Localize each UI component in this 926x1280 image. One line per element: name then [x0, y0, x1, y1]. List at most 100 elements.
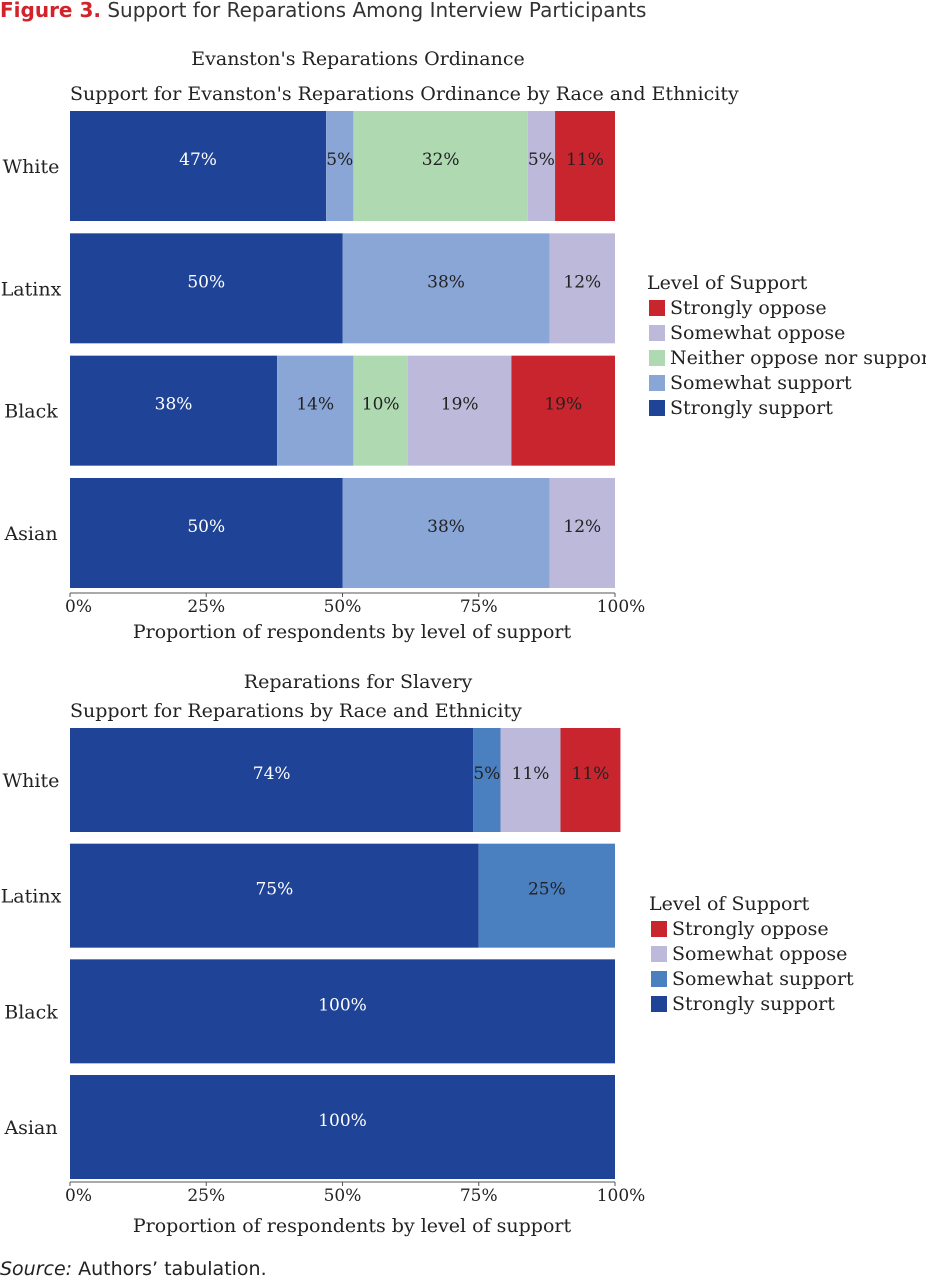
c2-data-label-white-somewhat-support: 5%: [473, 764, 500, 784]
c2-chart-subtitle: Support for Reparations by Race and Ethn…: [70, 700, 522, 722]
figure-title-text: Support for Reparations Among Interview …: [107, 0, 647, 22]
c1-x-tick-label-4: 100%: [597, 597, 646, 617]
c1-x-tick-label-3: 75%: [460, 597, 498, 617]
figure-number: Figure 3.: [0, 0, 101, 22]
source-text: Authors’ tabulation.: [78, 1258, 267, 1280]
c1-x-tick-label-2: 50%: [324, 597, 362, 617]
c1-data-label-black-strongly-support: 38%: [155, 395, 193, 415]
chart-reparations-slavery: Reparations for Slavery Support for Repar…: [1, 671, 854, 1237]
c1-bar-asian-somewhat-oppose: [549, 477, 615, 588]
c2-bar-latinx-strongly-support: [70, 843, 479, 948]
c1-legend-label-somewhat-support: Somewhat support: [670, 372, 852, 394]
c1-data-label-black-somewhat-support: 14%: [296, 395, 334, 415]
c2-chart-title: Reparations for Slavery: [244, 671, 473, 693]
c2-legend-swatch-strongly-oppose: [651, 921, 667, 937]
c1-category-label-white: White: [3, 156, 60, 178]
c2-bar-white-strongly-support: [70, 728, 474, 832]
c2-data-label-white-strongly-oppose: 11%: [572, 764, 610, 784]
c2-x-tick-label-4: 100%: [597, 1186, 646, 1206]
c2-data-label-asian-strongly-support: 100%: [318, 1111, 367, 1131]
c1-bar-latinx-somewhat-support: [342, 233, 550, 344]
c2-legend-swatch-strongly-support: [651, 996, 667, 1012]
c2-legend-title: Level of Support: [649, 893, 810, 915]
source-label: Source:: [0, 1258, 73, 1280]
c2-category-label-asian: Asian: [3, 1117, 57, 1139]
c1-data-label-white-strongly-oppose: 11%: [566, 150, 604, 170]
c1-data-label-black-strongly-oppose: 19%: [544, 395, 582, 415]
c2-bar-black-strongly-support: [70, 959, 615, 1064]
c2-x-tick-label-3: 75%: [460, 1186, 498, 1206]
chart-evanston-ordinance: Evanston's Reparations Ordinance Support …: [1, 48, 926, 643]
c1-bar-black-strongly-support: [70, 355, 278, 466]
c1-category-label-black: Black: [4, 401, 58, 423]
figure-title: Figure 3. Support for Reparations Among …: [0, 0, 646, 22]
c2-category-label-black: Black: [4, 1001, 58, 1023]
c2-legend-swatch-somewhat-support: [651, 971, 667, 987]
c1-data-label-asian-somewhat-support: 38%: [427, 517, 465, 537]
c1-legend-swatch-neither-oppose-nor-support: [649, 350, 665, 366]
c1-x-tick-label-0: 0%: [65, 597, 92, 617]
c1-bar-black-somewhat-support: [277, 355, 354, 466]
c1-bar-asian-strongly-support: [70, 477, 343, 588]
c2-x-tick-label-2: 50%: [324, 1186, 362, 1206]
c2-data-label-latinx-somewhat-support: 25%: [528, 880, 566, 900]
c1-category-label-latinx: Latinx: [1, 278, 62, 300]
c1-data-label-white-somewhat-support: 5%: [326, 150, 353, 170]
c1-bar-white-strongly-support: [70, 111, 327, 221]
c2-bar-white-somewhat-support: [473, 728, 501, 832]
c1-legend-swatch-strongly-support: [649, 400, 665, 416]
c1-bar-white-somewhat-support: [326, 111, 354, 221]
c1-x-axis-label: Proportion of respondents by level of su…: [133, 621, 572, 643]
c1-bar-white-neither-oppose-nor-support: [353, 111, 528, 221]
c2-x-tick-label-1: 25%: [187, 1186, 225, 1206]
c1-legend-label-strongly-support: Strongly support: [670, 397, 833, 419]
source-note: Source: Authors’ tabulation.: [0, 1258, 267, 1280]
c1-bar-asian-somewhat-support: [342, 477, 550, 588]
c2-bar-asian-strongly-support: [70, 1075, 615, 1180]
c1-legend-title: Level of Support: [647, 272, 808, 294]
c1-x-tick-label-1: 25%: [187, 597, 225, 617]
c1-data-label-latinx-somewhat-oppose: 12%: [563, 272, 601, 292]
c1-data-label-white-somewhat-oppose: 5%: [528, 150, 555, 170]
c2-category-label-latinx: Latinx: [1, 886, 62, 908]
c2-bar-latinx-somewhat-support: [478, 843, 615, 948]
c1-bar-white-strongly-oppose: [555, 111, 615, 221]
c1-chart-subtitle: Support for Evanston's Reparations Ordin…: [70, 83, 739, 105]
c2-data-label-black-strongly-support: 100%: [318, 995, 367, 1015]
c1-legend-swatch-somewhat-support: [649, 375, 665, 391]
c2-x-tick-label-0: 0%: [65, 1186, 92, 1206]
c1-legend-label-neither-oppose-nor-support: Neither oppose nor support: [670, 347, 926, 369]
c1-legend-label-strongly-oppose: Strongly oppose: [670, 297, 827, 319]
c1-legend-swatch-somewhat-oppose: [649, 325, 665, 341]
c1-data-label-latinx-strongly-support: 50%: [187, 272, 225, 292]
c1-data-label-white-neither-oppose-nor-support: 32%: [422, 150, 460, 170]
c2-category-label-white: White: [3, 770, 60, 792]
c1-data-label-latinx-somewhat-support: 38%: [427, 272, 465, 292]
c2-data-label-white-somewhat-oppose: 11%: [512, 764, 550, 784]
c1-bar-black-neither-oppose-nor-support: [353, 355, 408, 466]
c2-x-axis-label: Proportion of respondents by level of su…: [133, 1215, 572, 1237]
c2-legend-label-somewhat-support: Somewhat support: [672, 968, 854, 990]
c1-data-label-black-somewhat-oppose: 19%: [441, 395, 479, 415]
c1-data-label-asian-somewhat-oppose: 12%: [563, 517, 601, 537]
c1-data-label-white-strongly-support: 47%: [179, 150, 217, 170]
c2-bar-white-somewhat-oppose: [500, 728, 561, 832]
c1-bar-latinx-strongly-support: [70, 233, 343, 344]
c2-legend-label-strongly-oppose: Strongly oppose: [672, 918, 829, 940]
c1-data-label-asian-strongly-support: 50%: [187, 517, 225, 537]
c2-legend-label-somewhat-oppose: Somewhat oppose: [672, 943, 847, 965]
c1-category-label-asian: Asian: [3, 523, 57, 545]
c1-bar-latinx-somewhat-oppose: [549, 233, 615, 344]
c1-bar-white-somewhat-oppose: [527, 111, 556, 221]
c1-chart-title: Evanston's Reparations Ordinance: [191, 48, 524, 70]
c1-bar-black-somewhat-oppose: [407, 355, 512, 466]
c1-legend-swatch-strongly-oppose: [649, 300, 665, 316]
c2-data-label-white-strongly-support: 74%: [253, 764, 291, 784]
c1-bar-black-strongly-oppose: [511, 355, 615, 466]
c2-data-label-latinx-strongly-support: 75%: [255, 880, 293, 900]
c1-legend-label-somewhat-oppose: Somewhat oppose: [670, 322, 845, 344]
c1-data-label-black-neither-oppose-nor-support: 10%: [362, 395, 400, 415]
c2-bar-white-strongly-oppose: [560, 728, 621, 832]
c2-legend-label-strongly-support: Strongly support: [672, 993, 835, 1015]
c2-legend-swatch-somewhat-oppose: [651, 946, 667, 962]
